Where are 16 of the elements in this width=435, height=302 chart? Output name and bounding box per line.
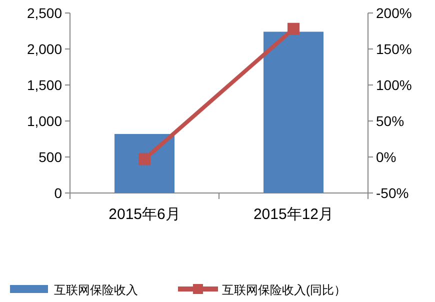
y-tick-label: 0 (54, 185, 62, 201)
y2-tick-label: 0% (376, 149, 396, 165)
y-tick-label: 2,000 (26, 41, 62, 57)
y2-tick-label: 200% (376, 5, 412, 21)
y2-tick-label: 100% (376, 77, 412, 93)
y2-tick-label: 50% (376, 113, 404, 129)
y2-tick-label: -50% (376, 185, 409, 201)
legend-label: 互联网保险收入 (54, 283, 138, 297)
x-tick-label: 2015年12月 (253, 206, 334, 223)
y2-tick-label: 150% (376, 41, 412, 57)
y-tick-label: 500 (38, 149, 62, 165)
legend-label: 互联网保险收入(同比） (222, 283, 346, 297)
y-tick-label: 1,500 (26, 77, 62, 93)
y-tick-label: 2,500 (26, 5, 62, 21)
y-tick-label: 1,000 (26, 113, 62, 129)
x-tick-label: 2015年6月 (108, 206, 180, 223)
